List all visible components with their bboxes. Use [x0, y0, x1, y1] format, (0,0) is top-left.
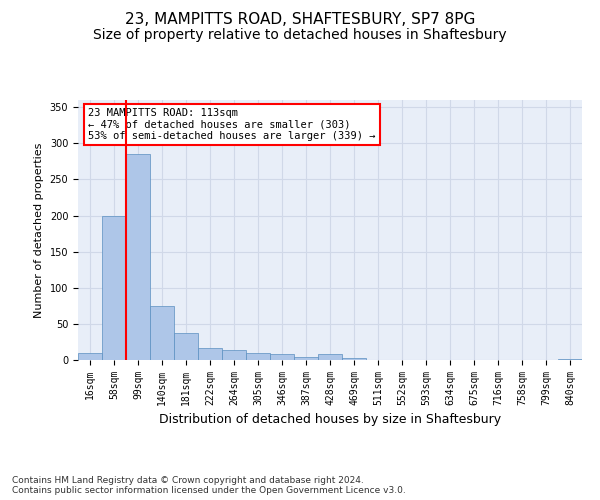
Text: 23, MAMPITTS ROAD, SHAFTESBURY, SP7 8PG: 23, MAMPITTS ROAD, SHAFTESBURY, SP7 8PG	[125, 12, 475, 28]
Text: Size of property relative to detached houses in Shaftesbury: Size of property relative to detached ho…	[93, 28, 507, 42]
Bar	[318, 354, 342, 360]
Bar	[558, 358, 582, 360]
Y-axis label: Number of detached properties: Number of detached properties	[34, 142, 44, 318]
Bar	[78, 353, 102, 360]
Bar	[198, 348, 222, 360]
Text: Contains HM Land Registry data © Crown copyright and database right 2024.
Contai: Contains HM Land Registry data © Crown c…	[12, 476, 406, 495]
Bar	[102, 216, 126, 360]
Bar	[222, 350, 246, 360]
Bar	[150, 306, 174, 360]
Bar	[126, 154, 150, 360]
Bar	[270, 354, 294, 360]
X-axis label: Distribution of detached houses by size in Shaftesbury: Distribution of detached houses by size …	[159, 414, 501, 426]
Bar	[174, 332, 198, 360]
Bar	[246, 353, 270, 360]
Text: 23 MAMPITTS ROAD: 113sqm
← 47% of detached houses are smaller (303)
53% of semi-: 23 MAMPITTS ROAD: 113sqm ← 47% of detach…	[88, 108, 376, 141]
Bar	[294, 357, 318, 360]
Bar	[342, 358, 366, 360]
